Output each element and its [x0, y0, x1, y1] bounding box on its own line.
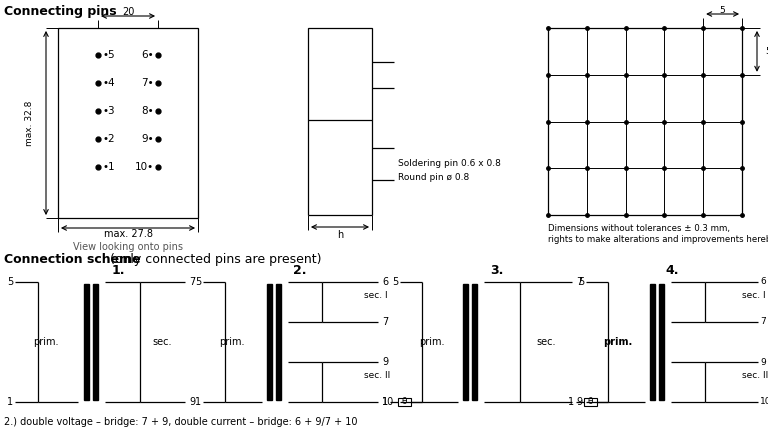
Text: View looking onto pins: View looking onto pins	[73, 242, 183, 252]
Text: 7: 7	[382, 317, 389, 327]
Text: 5: 5	[7, 277, 13, 287]
Text: 5: 5	[195, 277, 201, 287]
Bar	[267, 284, 272, 400]
Bar	[650, 284, 655, 400]
Bar	[84, 284, 89, 400]
Bar	[472, 284, 477, 400]
Text: 5: 5	[578, 277, 584, 287]
Text: 1: 1	[568, 397, 574, 407]
Text: 1: 1	[382, 397, 388, 407]
Text: 20: 20	[122, 7, 134, 17]
Text: Dimensions without tolerances ± 0.3 mm,: Dimensions without tolerances ± 0.3 mm,	[548, 223, 730, 232]
Text: •1: •1	[102, 162, 114, 172]
Text: 1: 1	[7, 397, 13, 407]
Text: 2.) double voltage – bridge: 7 + 9, double current – bridge: 6 + 9/7 + 10: 2.) double voltage – bridge: 7 + 9, doub…	[4, 417, 357, 427]
Text: Soldering pin 0.6 x 0.8: Soldering pin 0.6 x 0.8	[398, 158, 501, 167]
Bar	[276, 284, 281, 400]
Bar	[58, 28, 198, 218]
Text: 7: 7	[576, 277, 582, 287]
Text: (only connected pins are present): (only connected pins are present)	[106, 253, 322, 266]
Text: 9: 9	[189, 397, 195, 407]
Text: rights to make alterations and improvements hereby reserved: rights to make alterations and improveme…	[548, 235, 768, 244]
Text: prim.: prim.	[419, 337, 445, 347]
Text: θ: θ	[402, 398, 407, 407]
Text: 9: 9	[382, 357, 388, 367]
Text: prim.: prim.	[604, 337, 633, 347]
Text: max. 27.8: max. 27.8	[104, 229, 153, 239]
Text: sec.: sec.	[152, 337, 172, 347]
Text: 10•: 10•	[135, 162, 154, 172]
Text: 3.: 3.	[490, 264, 504, 276]
Text: sec. II: sec. II	[742, 371, 768, 380]
Text: 1.: 1.	[111, 264, 124, 276]
Text: •4: •4	[102, 78, 114, 88]
Bar	[548, 28, 742, 215]
Text: 6: 6	[760, 277, 766, 286]
Text: 7: 7	[760, 317, 766, 326]
Text: Round pin ø 0.8: Round pin ø 0.8	[398, 172, 469, 181]
Text: sec. II: sec. II	[364, 371, 390, 380]
Text: Connection scheme: Connection scheme	[4, 253, 141, 266]
Text: prim.: prim.	[219, 337, 245, 347]
Text: 9: 9	[760, 358, 766, 367]
Text: 4.: 4.	[665, 264, 679, 276]
Text: sec. I: sec. I	[364, 291, 388, 300]
Text: 7•: 7•	[141, 78, 154, 88]
Text: 10: 10	[760, 398, 768, 407]
Text: 5: 5	[765, 47, 768, 56]
Text: 8•: 8•	[141, 106, 154, 116]
Text: 7: 7	[189, 277, 195, 287]
Text: 9: 9	[576, 397, 582, 407]
Text: θ: θ	[588, 398, 593, 407]
Text: h: h	[337, 230, 343, 240]
Text: 5: 5	[720, 6, 726, 15]
Bar	[659, 284, 664, 400]
Text: •2: •2	[102, 134, 114, 144]
Text: 6•: 6•	[141, 50, 154, 60]
Text: 10: 10	[382, 397, 394, 407]
Bar	[398, 398, 411, 406]
Text: 2.: 2.	[293, 264, 306, 276]
Text: max. 32.8: max. 32.8	[25, 100, 35, 146]
Bar	[584, 398, 597, 406]
Text: •5: •5	[102, 50, 114, 60]
Text: sec.: sec.	[536, 337, 556, 347]
Bar	[93, 284, 98, 400]
Text: Connecting pins: Connecting pins	[4, 5, 117, 18]
Text: sec. I: sec. I	[742, 291, 766, 300]
Text: 1: 1	[195, 397, 201, 407]
Text: 9•: 9•	[141, 134, 154, 144]
Text: prim.: prim.	[33, 337, 58, 347]
Bar	[463, 284, 468, 400]
Bar	[308, 28, 372, 120]
Text: 5: 5	[392, 277, 398, 287]
Text: 6: 6	[382, 277, 388, 287]
Text: •3: •3	[102, 106, 114, 116]
